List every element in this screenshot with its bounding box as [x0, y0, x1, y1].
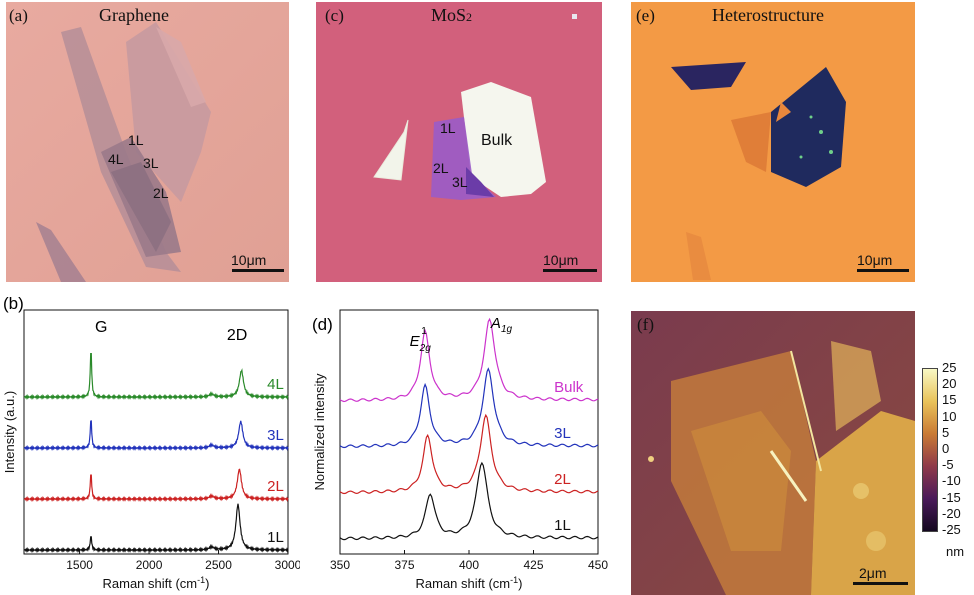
- y-axis-label: Normalized intensity: [312, 373, 327, 491]
- panel-c-title-sub: 2: [466, 10, 473, 24]
- mos2-layer-label: 2L: [433, 160, 449, 176]
- graphene-layer-label: 1L: [128, 132, 144, 148]
- colorbar-tick-label: -15: [942, 489, 961, 505]
- panel-e-label: (e): [636, 6, 655, 25]
- colorbar-tick-label: 20: [942, 376, 957, 392]
- series-line: [339, 461, 599, 541]
- graphene-layer-label: 2L: [153, 185, 169, 201]
- x-axis-label-sup: -1: [197, 575, 205, 585]
- x-tick-label: 3000: [275, 558, 300, 572]
- colorbar-tick-label: -5: [942, 457, 954, 473]
- series-line: [23, 353, 289, 401]
- colorbar-tick-label: 0: [942, 441, 950, 456]
- mos2-layer-label: 1L: [440, 120, 456, 136]
- x-tick-label: 375: [394, 558, 414, 572]
- scale-bar-label: 10μm: [857, 252, 893, 268]
- series-label: 3L: [267, 427, 284, 444]
- series-line: [339, 317, 599, 403]
- panel-f-label: (f): [637, 315, 654, 334]
- scale-bar: [543, 269, 597, 272]
- series-label: 2L: [267, 478, 284, 495]
- panel-d-label: (d): [312, 315, 333, 334]
- series-line: [23, 503, 289, 554]
- series-line: [339, 367, 599, 449]
- colorbar-tick-label: 15: [942, 392, 957, 408]
- panel-e-title: Heterostructure: [712, 5, 824, 25]
- series-label: 3L: [554, 425, 571, 442]
- x-axis-label: Raman shift (cm-1): [103, 575, 210, 591]
- mos2-layer-label: 3L: [452, 174, 468, 190]
- panel-a-label: (a): [9, 6, 28, 25]
- colorbar-tick-label: -20: [942, 505, 961, 521]
- series-line: [23, 468, 289, 503]
- panel-c-title-main: MoS: [431, 5, 467, 25]
- scale-bar: [232, 269, 284, 272]
- panel-b-label: (b): [3, 296, 24, 313]
- graphene-raman-chart: 4L 3L 2L 1L G 2D 1500 2000 2500 3000 (b) Raman shif…: [2, 296, 300, 591]
- colorbar-tick-label: -10: [942, 473, 961, 489]
- x-tick-label: 425: [523, 558, 543, 572]
- series-label: 1L: [267, 529, 284, 546]
- scale-bar-label: 10μm: [543, 252, 579, 268]
- peak-label: 2D: [227, 327, 247, 344]
- peak-label-sup: 1: [421, 326, 427, 337]
- colorbar-tick-label: 5: [942, 424, 950, 440]
- colorbar-tick-label: 10: [942, 408, 957, 424]
- panel-c-title: MoS2: [431, 5, 472, 26]
- x-axis-label-sup: -1: [510, 575, 518, 585]
- colorbar: [922, 368, 938, 532]
- series-line: [23, 420, 289, 452]
- colorbar-tick-label: 25: [942, 360, 957, 375]
- afm-height-image: [631, 311, 915, 595]
- series-label: Bulk: [554, 379, 584, 396]
- x-tick-label: 350: [330, 558, 350, 572]
- peak-label: A1g: [490, 315, 513, 335]
- graphene-optical-image: [6, 2, 289, 282]
- peak-label-sub: 2g: [419, 343, 432, 354]
- x-axis-label-end: ): [205, 576, 209, 591]
- mos2-layer-label: Bulk: [481, 132, 513, 149]
- scale-bar-label: 2μm: [859, 565, 887, 581]
- series-label: 1L: [554, 517, 571, 534]
- series-label: 4L: [267, 376, 284, 393]
- peak-label-sub: 1g: [501, 324, 513, 335]
- heterostructure-optical-image: [631, 2, 915, 282]
- mos2-optical-image: [316, 2, 602, 282]
- y-axis-label: Intensity (a.u.): [2, 391, 17, 473]
- panel-c-label: (c): [325, 6, 344, 25]
- colorbar-tick-label: -25: [942, 522, 961, 537]
- peak-label: G: [95, 319, 107, 336]
- x-tick-label: 450: [588, 558, 608, 572]
- x-tick-label: 1500: [66, 558, 93, 572]
- x-tick-label: 400: [459, 558, 479, 572]
- series-label: 2L: [554, 471, 571, 488]
- scale-bar: [857, 269, 909, 272]
- graphene-layer-label: 4L: [108, 151, 124, 167]
- colorbar-unit: nm: [946, 544, 965, 559]
- x-tick-label: 2500: [205, 558, 232, 572]
- panel-a-title: Graphene: [99, 5, 169, 25]
- scale-bar-label: 10μm: [231, 252, 267, 268]
- x-axis-label-end: ): [518, 576, 522, 591]
- x-tick-label: 2000: [136, 558, 163, 572]
- series-line: [339, 413, 599, 495]
- plot-frame: [23, 309, 289, 555]
- x-axis-label: Raman shift (cm-1): [416, 575, 523, 591]
- scale-bar: [853, 582, 908, 585]
- graphene-layer-label: 3L: [143, 155, 159, 171]
